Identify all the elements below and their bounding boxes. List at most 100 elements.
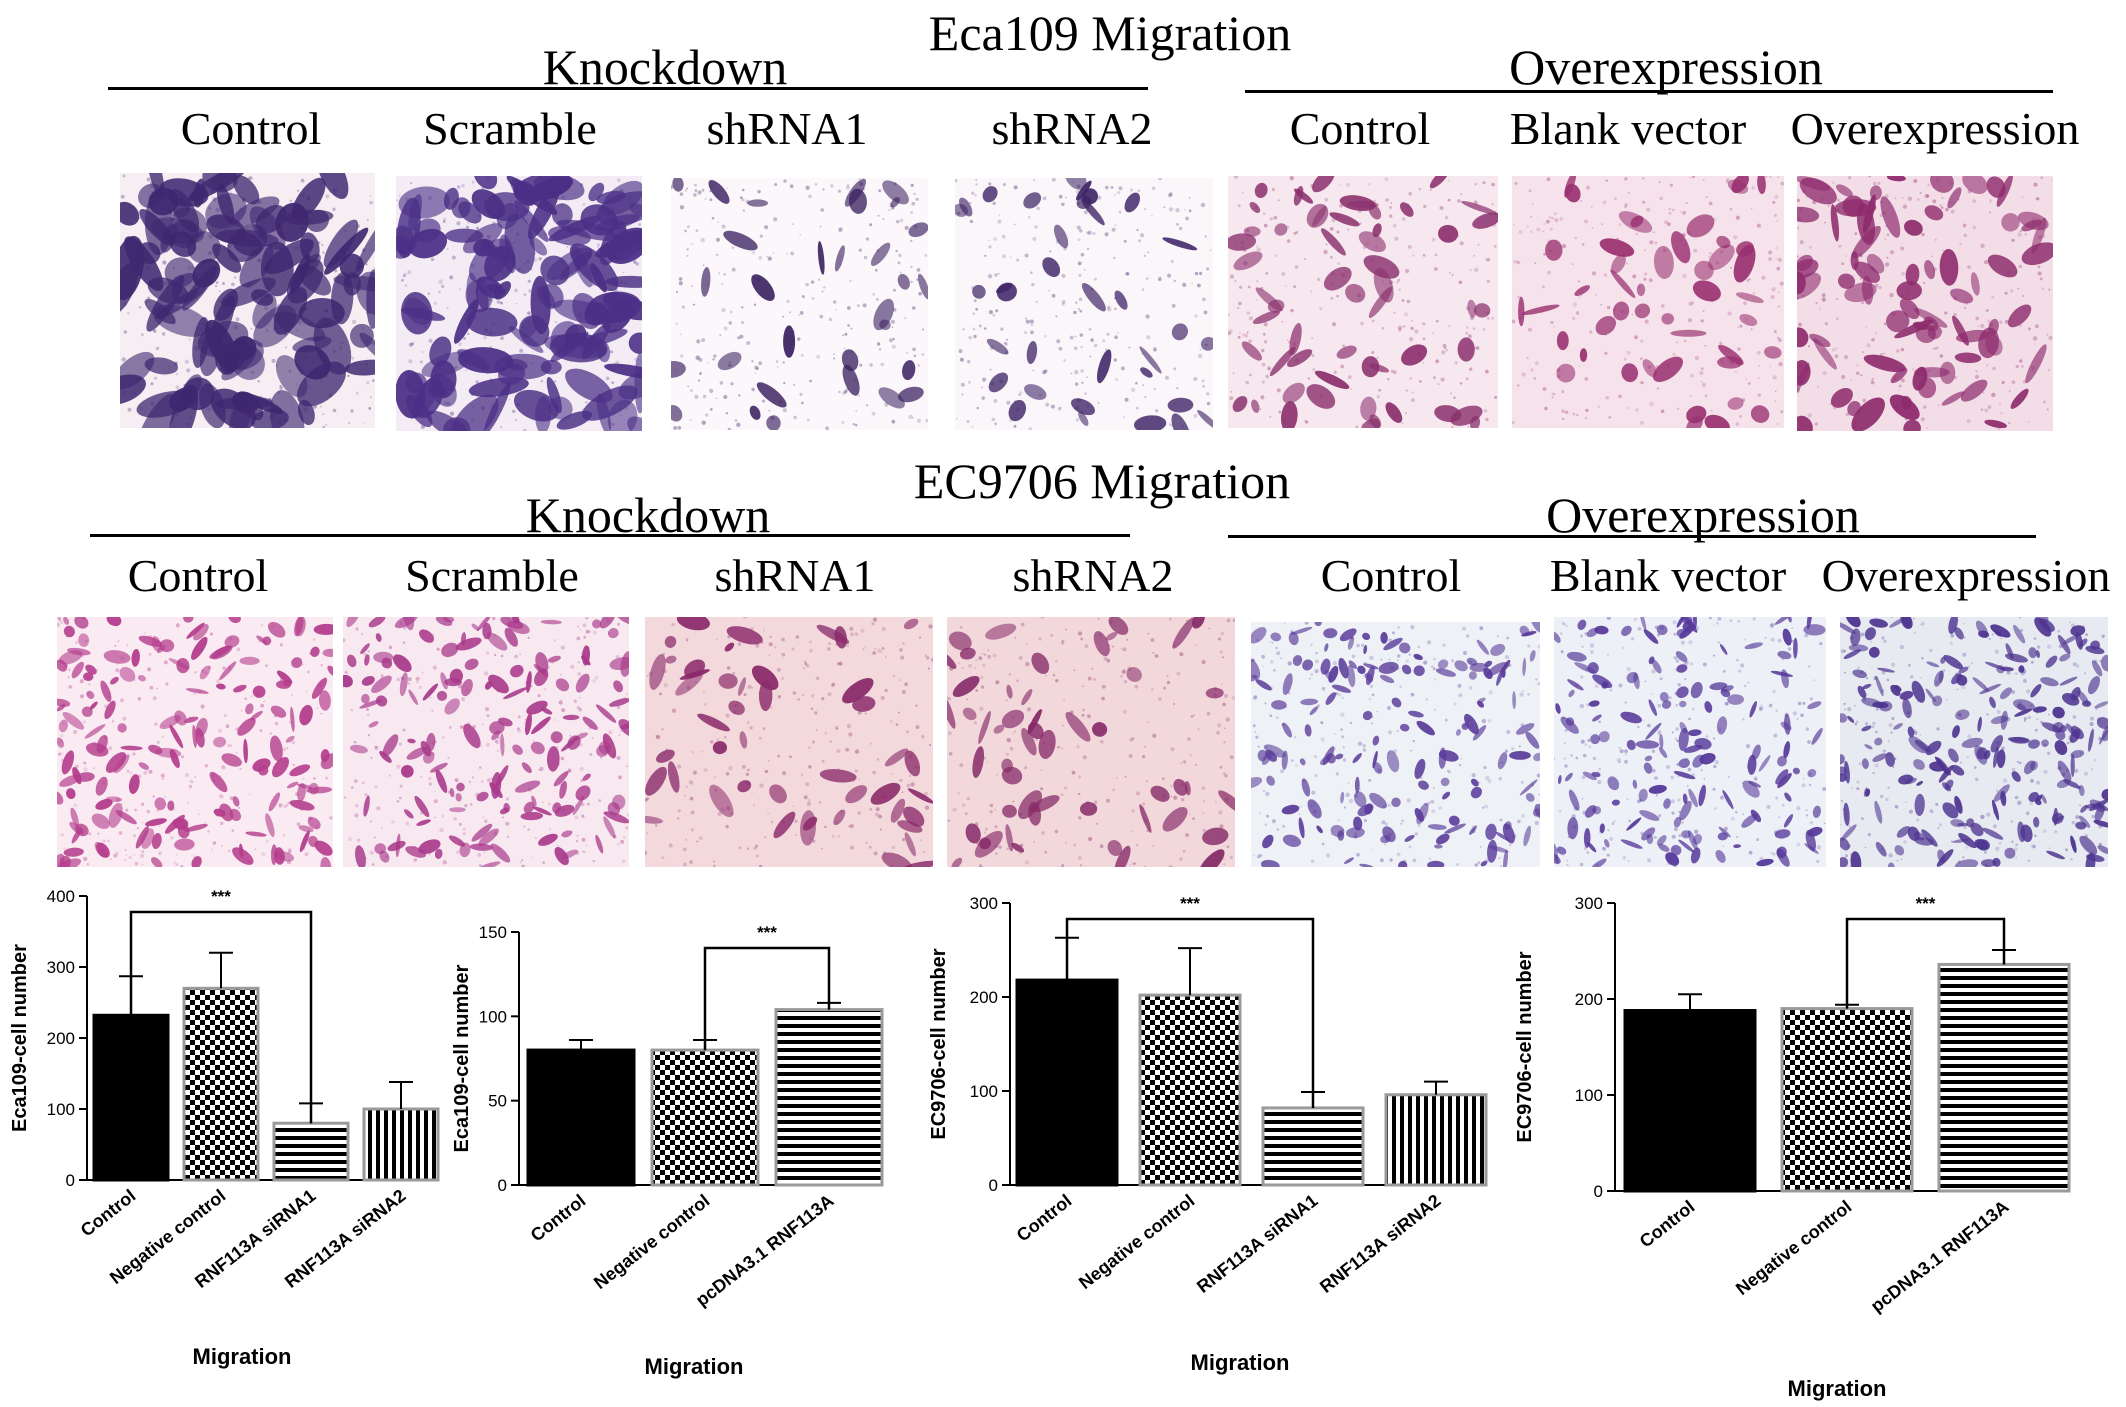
micrograph-eca109-knockdown-shrna1 xyxy=(671,178,928,430)
y-tick-label: 300 xyxy=(47,958,75,977)
significance-bracket xyxy=(1065,917,1315,1108)
category-label: RNF113A siRNA1 xyxy=(1193,1190,1321,1297)
bar xyxy=(362,1107,440,1182)
bar xyxy=(774,1008,884,1187)
bar xyxy=(1937,962,2071,1193)
y-tick-label: 300 xyxy=(1575,894,1603,913)
bar xyxy=(1780,1007,1914,1193)
chart-panel-4: 0 100 200 300 EC9706-cell number Control Negat… xyxy=(1514,894,2071,1401)
bar xyxy=(1015,978,1119,1187)
condition-label: shRNA2 xyxy=(1012,550,1174,601)
category-label: Control xyxy=(527,1190,590,1245)
condition-label: Overexpression xyxy=(1790,103,2080,154)
condition-label: Blank vector xyxy=(1509,103,1747,154)
y-tick-label: 200 xyxy=(970,988,998,1007)
category-label: Control xyxy=(77,1185,140,1240)
condition-label: Control xyxy=(180,103,322,154)
bar xyxy=(92,1013,170,1182)
significance-label: *** xyxy=(1916,894,1936,913)
x-axis-label: Migration xyxy=(1191,1350,1290,1375)
y-axis-label: Eca109-cell number xyxy=(9,944,31,1132)
significance-label: *** xyxy=(211,887,231,906)
micrograph-ec9706-overexpression-overexpression xyxy=(1840,617,2108,867)
y-tick-label: 100 xyxy=(1575,1086,1603,1105)
y-axis-label: EC9706-cell number xyxy=(1514,951,1536,1142)
y-tick-label: 100 xyxy=(47,1100,75,1119)
category-label: pcDNA3.1 RNF113A xyxy=(1867,1196,2013,1316)
micrograph-eca109-overexpression-control xyxy=(1228,176,1498,428)
y-tick-label: 0 xyxy=(66,1171,75,1190)
condition-label: shRNA2 xyxy=(991,103,1153,154)
section-title-eca109: Eca109 Migration xyxy=(928,5,1292,61)
micrograph-ec9706-overexpression-control xyxy=(1251,622,1540,867)
bar xyxy=(272,1121,350,1182)
group-rule-knockdown-eca109 xyxy=(108,87,1148,90)
category-label: pcDNA3.1 RNF113A xyxy=(692,1190,838,1310)
chart-panel-3: 0 100 200 300 EC9706-cell number Control Negat… xyxy=(928,894,1488,1375)
significance-bracket xyxy=(1845,917,2006,1009)
x-axis-label: Migration xyxy=(1788,1376,1887,1401)
micrograph-eca109-knockdown-scramble xyxy=(396,176,642,431)
y-tick-label: 100 xyxy=(970,1082,998,1101)
significance-bracket xyxy=(703,946,831,1051)
bar xyxy=(526,1048,636,1187)
group-label-knockdown-ec9706: Knockdown xyxy=(525,487,771,543)
group-label-overexpression-ec9706: Overexpression xyxy=(1546,487,1860,543)
chart-panel-2: 0 50 100 150 Eca109-cell number Control Negati… xyxy=(451,923,884,1379)
y-tick-label: 150 xyxy=(479,923,507,942)
micrograph-eca109-overexpression-blank-vector xyxy=(1512,176,1784,428)
micrograph-ec9706-knockdown-control xyxy=(57,617,333,867)
bar xyxy=(1384,1093,1488,1187)
condition-label: Control xyxy=(1289,103,1431,154)
y-tick-label: 400 xyxy=(47,887,75,906)
y-axis-label: EC9706-cell number xyxy=(928,948,950,1139)
bar xyxy=(182,986,260,1182)
micrograph-ec9706-knockdown-shrna1 xyxy=(645,617,933,867)
micrograph-ec9706-overexpression-blank-vector xyxy=(1554,617,1826,867)
section-title-ec9706: EC9706 Migration xyxy=(913,453,1291,509)
condition-label: Blank vector xyxy=(1549,550,1787,601)
micrograph-eca109-knockdown-shrna2 xyxy=(955,178,1213,430)
category-label: RNF113A siRNA2 xyxy=(1316,1190,1444,1297)
condition-label: Control xyxy=(1320,550,1462,601)
y-tick-label: 50 xyxy=(488,1092,507,1111)
group-label-knockdown-eca109: Knockdown xyxy=(542,39,788,95)
micrograph-ec9706-knockdown-scramble xyxy=(343,617,629,867)
micrograph-ec9706-knockdown-shrna2 xyxy=(947,617,1235,867)
bar xyxy=(1623,1009,1757,1193)
group-rule-overexpression-eca109 xyxy=(1245,90,2053,93)
category-label: Negative control xyxy=(1732,1196,1855,1299)
y-tick-label: 200 xyxy=(47,1029,75,1048)
significance-label: *** xyxy=(1180,894,1200,913)
x-axis-label: Migration xyxy=(645,1354,744,1379)
condition-label: Overexpression xyxy=(1821,550,2111,601)
bar xyxy=(1138,993,1242,1187)
bar xyxy=(1261,1106,1365,1187)
category-label: Negative control xyxy=(1075,1190,1198,1293)
micrograph-eca109-knockdown-control xyxy=(120,173,375,428)
y-tick-label: 0 xyxy=(498,1176,507,1195)
group-label-overexpression-eca109: Overexpression xyxy=(1509,39,1823,95)
group-rule-overexpression-ec9706 xyxy=(1228,535,2036,538)
micrograph-eca109-overexpression-overexpression xyxy=(1797,176,2053,431)
group-rule-knockdown-ec9706 xyxy=(90,534,1130,537)
condition-label: Scramble xyxy=(405,550,579,601)
x-axis-label: Migration xyxy=(193,1344,292,1369)
y-tick-label: 200 xyxy=(1575,990,1603,1009)
bar xyxy=(650,1048,760,1187)
category-label: Negative control xyxy=(590,1190,713,1293)
y-tick-label: 0 xyxy=(1594,1182,1603,1201)
significance-bracket xyxy=(129,910,313,1124)
y-axis-label: Eca109-cell number xyxy=(451,964,473,1152)
category-label: Control xyxy=(1636,1196,1699,1251)
condition-label: shRNA1 xyxy=(706,103,868,154)
condition-label: shRNA1 xyxy=(714,550,876,601)
y-tick-label: 0 xyxy=(989,1176,998,1195)
category-label: Control xyxy=(1013,1190,1076,1245)
y-tick-label: 100 xyxy=(479,1007,507,1026)
significance-label: *** xyxy=(757,923,777,942)
condition-label: Control xyxy=(127,550,269,601)
condition-label: Scramble xyxy=(423,103,597,154)
